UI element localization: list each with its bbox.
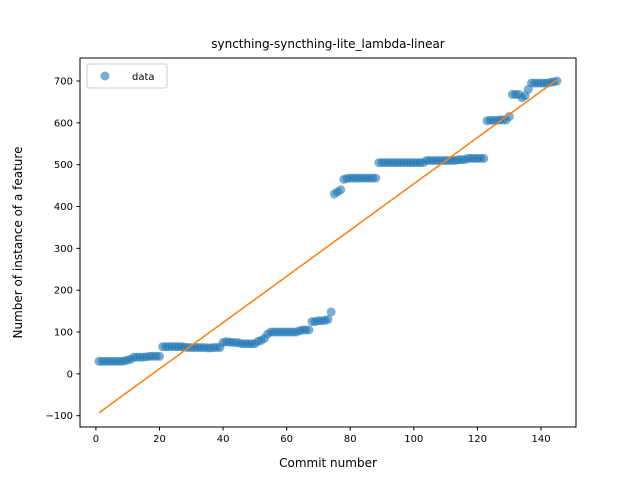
data-point <box>479 153 489 163</box>
x-tick-label: 0 <box>93 434 99 445</box>
y-axis-label: Number of instance of a feature <box>11 147 25 339</box>
x-tick-label: 40 <box>217 434 230 445</box>
chart-title: syncthing-syncthing-lite_lambda-linear <box>211 37 445 51</box>
legend-label: data <box>132 72 155 83</box>
x-axis-ticks: 0 20 40 60 80 100 120 140 <box>93 427 551 445</box>
legend-marker <box>100 71 110 81</box>
legend: data <box>86 63 168 89</box>
y-tick-label: −100 <box>46 411 73 422</box>
x-tick-label: 140 <box>531 434 550 445</box>
data-point <box>304 325 314 335</box>
y-tick-label: 300 <box>54 244 73 255</box>
y-axis-ticks: −100 0 100 200 300 400 500 600 700 <box>46 77 80 422</box>
y-tick-label: 600 <box>54 118 73 129</box>
x-tick-label: 100 <box>404 434 423 445</box>
data-point <box>371 173 381 183</box>
data-point <box>326 307 336 317</box>
data-point <box>336 185 346 195</box>
y-tick-label: 200 <box>54 286 73 297</box>
fit-line <box>98 79 558 414</box>
y-tick-label: 400 <box>54 202 73 213</box>
y-tick-label: 100 <box>54 328 73 339</box>
y-tick-label: 700 <box>54 77 73 88</box>
x-tick-label: 120 <box>468 434 487 445</box>
data-point <box>552 76 562 86</box>
data-point <box>154 351 164 361</box>
axes-frame <box>79 57 577 428</box>
legend-box <box>86 63 168 89</box>
data-point <box>323 314 333 324</box>
x-axis-label: Commit number <box>279 456 377 470</box>
x-tick-label: 80 <box>344 434 357 445</box>
y-tick-label: 500 <box>54 160 73 171</box>
x-tick-label: 20 <box>153 434 166 445</box>
data-point <box>504 112 514 122</box>
y-tick-label: 0 <box>67 369 73 380</box>
x-tick-label: 60 <box>280 434 293 445</box>
data-layer <box>94 76 562 414</box>
